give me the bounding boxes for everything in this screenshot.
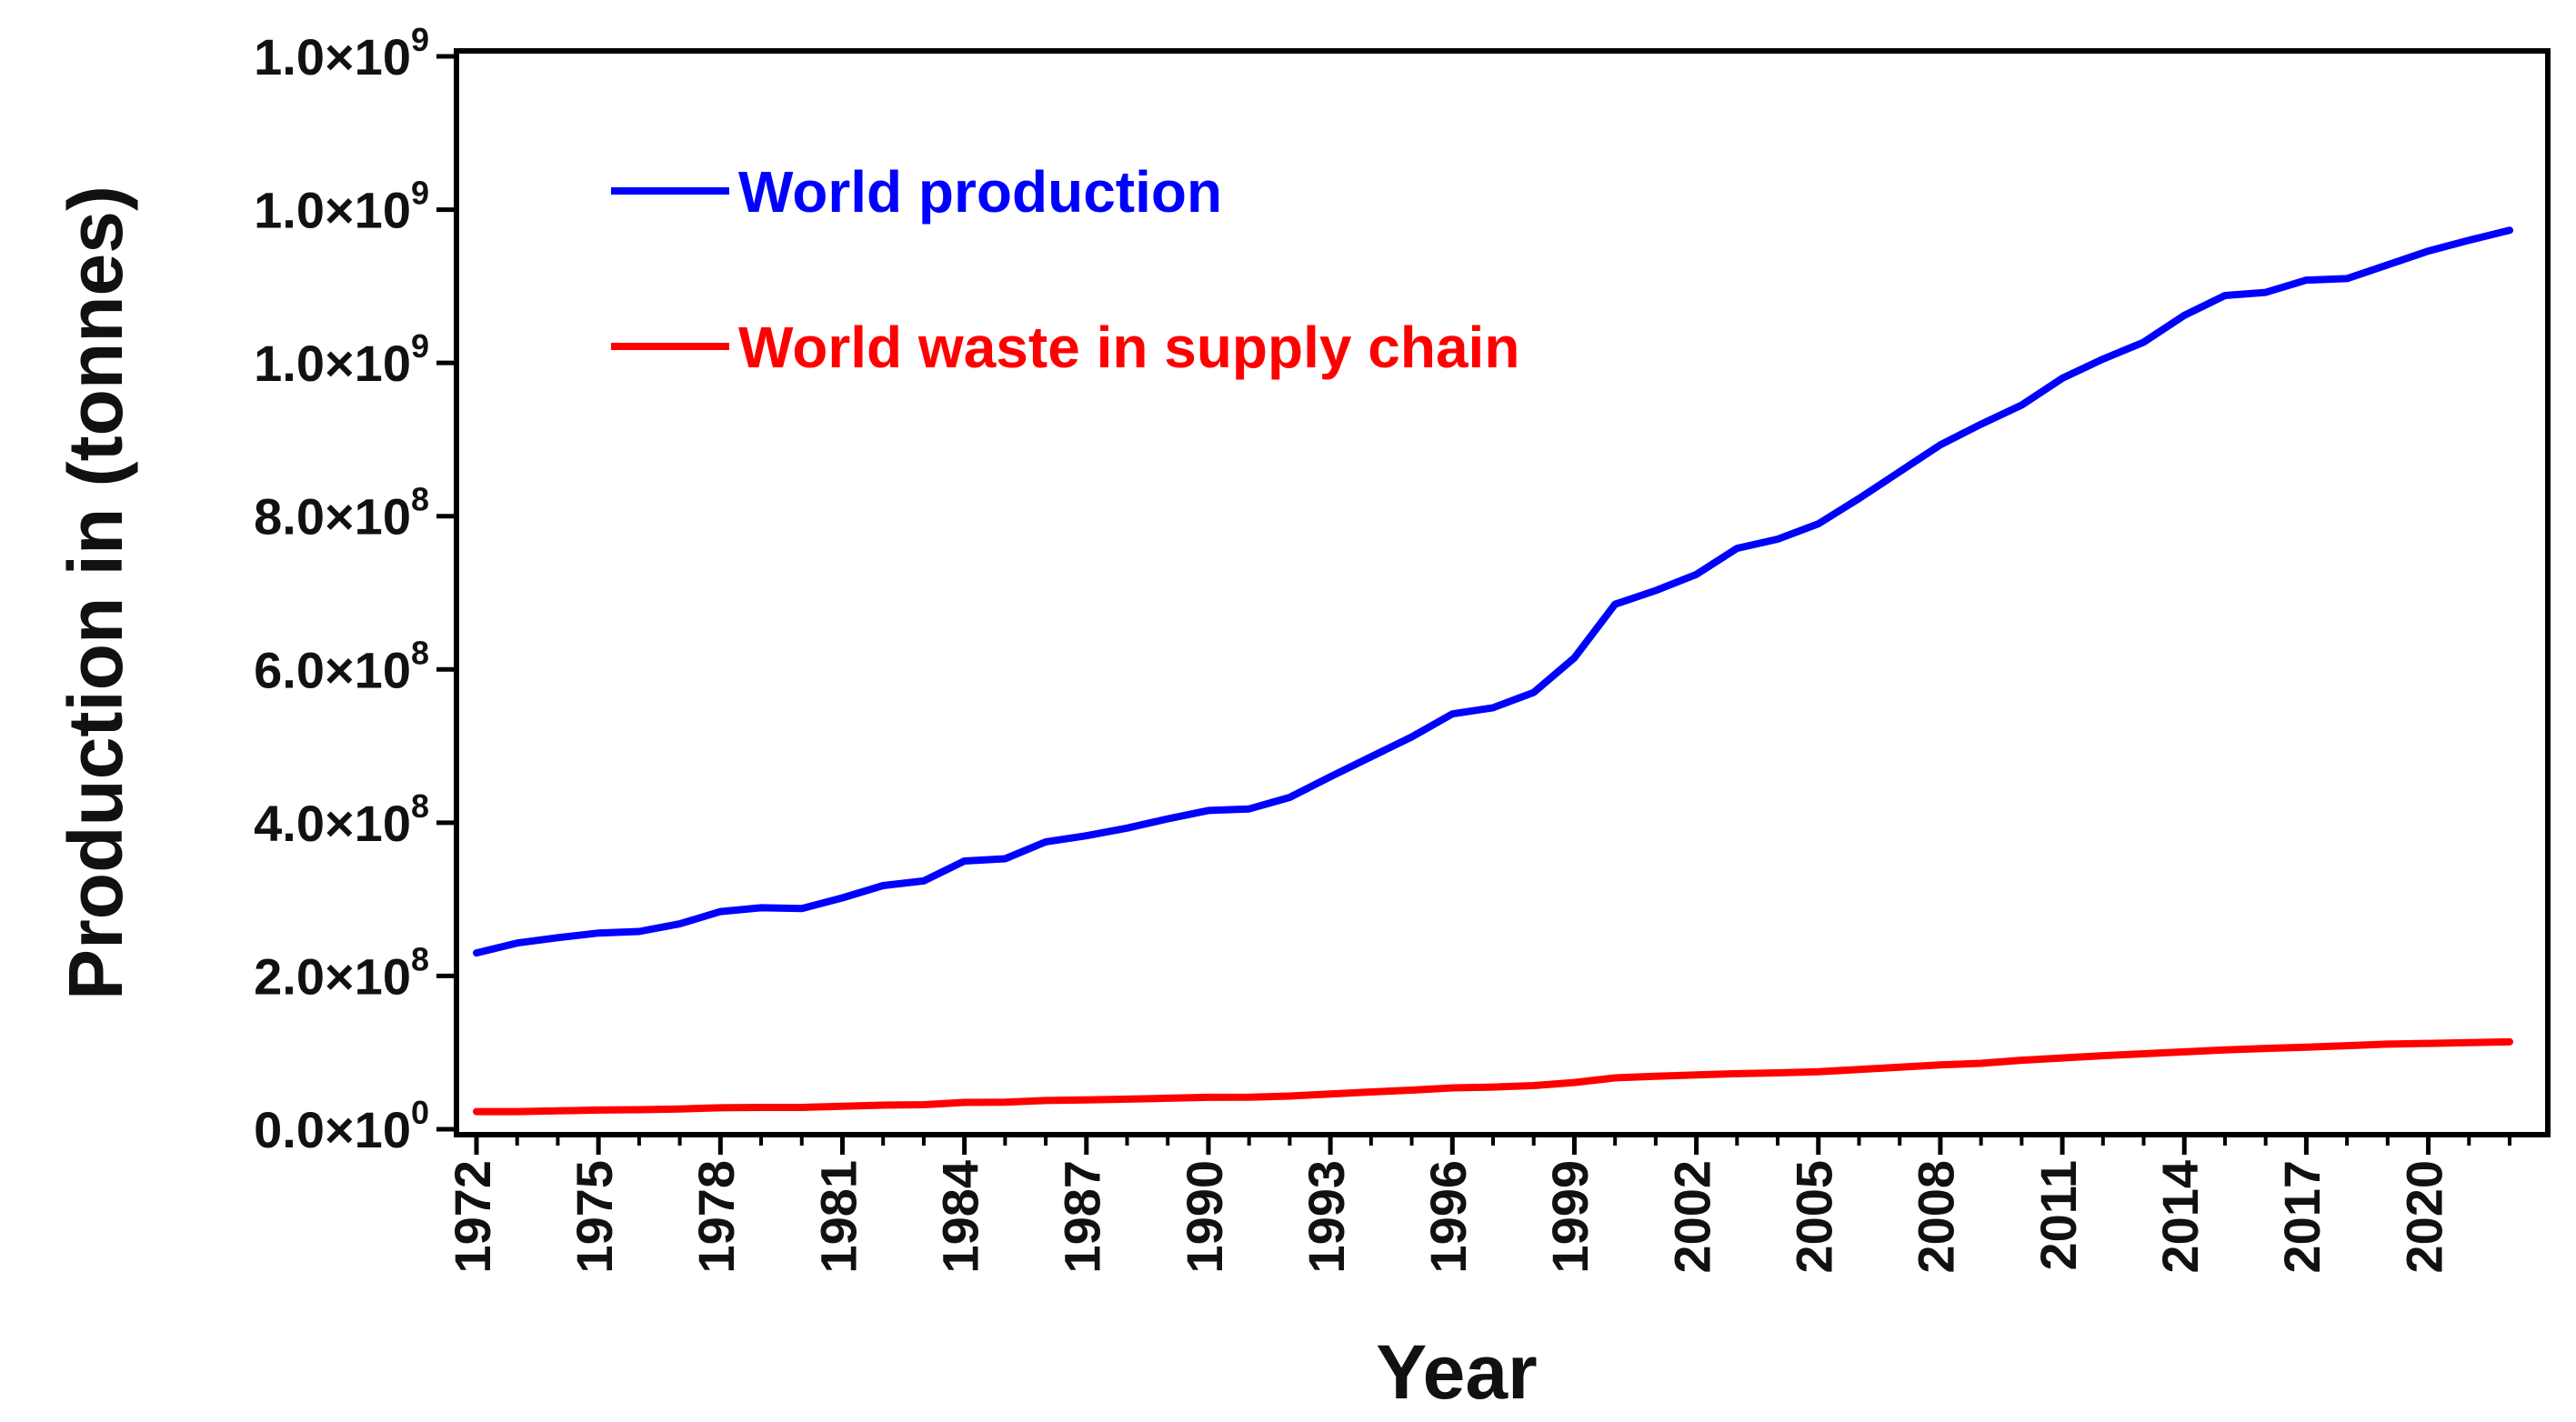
legend-label-world-waste: World waste in supply chain bbox=[738, 315, 1519, 380]
y-tick-times: ×10 bbox=[325, 488, 411, 546]
x-tick-label: 2014 bbox=[2151, 1160, 2209, 1274]
y-tick-label: 0.0×100 bbox=[254, 1094, 429, 1158]
x-tick-label: 2005 bbox=[1786, 1160, 1843, 1274]
y-tick-exponent: 8 bbox=[411, 481, 429, 518]
y-tick-exponent: 9 bbox=[411, 175, 429, 212]
y-tick-exponent: 9 bbox=[411, 21, 429, 58]
y-tick-label: 6.0×108 bbox=[254, 634, 429, 698]
y-tick-label: 1.0×109 bbox=[254, 21, 429, 85]
y-tick-exponent: 8 bbox=[411, 940, 429, 977]
y-tick-exponent: 0 bbox=[411, 1094, 429, 1131]
y-tick-mantissa: 4.0 bbox=[254, 795, 325, 852]
y-tick-mantissa: 6.0 bbox=[254, 641, 325, 698]
legend-label-world-production: World production bbox=[738, 159, 1222, 225]
x-tick-label: 1978 bbox=[687, 1160, 745, 1274]
y-tick-times: ×10 bbox=[325, 795, 411, 852]
x-tick-label: 1975 bbox=[566, 1160, 623, 1274]
x-tick-label: 1981 bbox=[809, 1160, 867, 1274]
y-tick-times: ×10 bbox=[325, 1101, 411, 1158]
y-tick-label: 1.0×109 bbox=[254, 175, 429, 239]
y-tick-times: ×10 bbox=[325, 335, 411, 392]
y-tick-exponent: 9 bbox=[411, 327, 429, 365]
series-line-world-waste bbox=[473, 1037, 2513, 1116]
y-tick-mantissa: 2.0 bbox=[254, 947, 325, 1005]
y-tick-times: ×10 bbox=[325, 641, 411, 698]
y-tick-times: ×10 bbox=[325, 182, 411, 239]
x-tick-label: 1987 bbox=[1054, 1160, 1111, 1274]
x-tick-label: 2008 bbox=[1908, 1160, 1965, 1274]
legend: World production World waste in supply c… bbox=[611, 159, 1519, 380]
y-tick-label: 2.0×108 bbox=[254, 940, 429, 1005]
x-tick-label: 1996 bbox=[1419, 1160, 1477, 1274]
y-tick-times: ×10 bbox=[325, 28, 411, 85]
y-tick-mantissa: 8.0 bbox=[254, 488, 325, 546]
x-tick-label: 1984 bbox=[931, 1160, 988, 1274]
y-tick-mantissa: 1.0 bbox=[254, 335, 325, 392]
x-axis-title: Year bbox=[1376, 1329, 1538, 1415]
x-tick-label: 2020 bbox=[2395, 1160, 2452, 1274]
y-tick-mantissa: 1.0 bbox=[254, 182, 325, 239]
x-tick-label: 1990 bbox=[1176, 1160, 1233, 1274]
x-tick-label: 1993 bbox=[1298, 1160, 1355, 1274]
x-tick-label: 2002 bbox=[1663, 1160, 1720, 1274]
y-tick-label: 1.0×109 bbox=[254, 327, 429, 392]
plot-area-frame bbox=[454, 48, 2551, 1137]
y-tick-times: ×10 bbox=[325, 947, 411, 1005]
series-layer bbox=[473, 226, 2513, 1116]
y-tick-mantissa: 1.0 bbox=[254, 28, 325, 85]
y-tick-mantissa: 0.0 bbox=[254, 1101, 325, 1158]
y-axis-ticks: 0.0×1002.0×1084.0×1086.0×1088.0×1081.0×1… bbox=[254, 21, 456, 1158]
x-tick-label: 1972 bbox=[444, 1160, 501, 1274]
x-tick-label: 1999 bbox=[1541, 1160, 1599, 1274]
y-tick-label: 4.0×108 bbox=[254, 787, 429, 852]
y-tick-exponent: 8 bbox=[411, 787, 429, 825]
y-axis-title: Production in (tonnes) bbox=[53, 185, 138, 1000]
y-tick-exponent: 8 bbox=[411, 634, 429, 671]
x-tick-label: 2017 bbox=[2273, 1160, 2330, 1274]
x-tick-label: 2011 bbox=[2030, 1160, 2087, 1271]
y-tick-label: 8.0×108 bbox=[254, 481, 429, 546]
x-axis-ticks: 1972 1975 1978 1981 1984 1987 1990 1993 1996 1999… bbox=[444, 1135, 2511, 1274]
